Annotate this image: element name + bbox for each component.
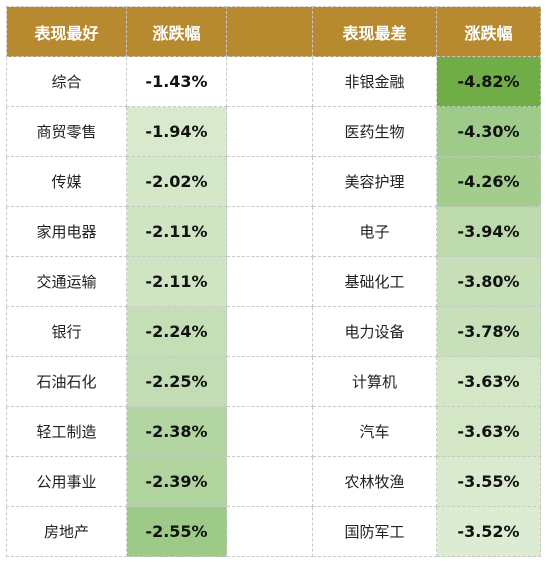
best-industry-change: -2.25% [126, 356, 227, 407]
header-change-worst: 涨跌幅 [436, 6, 541, 57]
spacer-cell [226, 256, 313, 307]
industry-performance-table: 表现最好 涨跌幅 表现最差 涨跌幅 综合 -1.43% 非银金融 -4.82% 商贸零售… [6, 6, 541, 557]
best-industry-change: -2.11% [126, 256, 227, 307]
worst-industry-name: 电子 [312, 206, 437, 257]
worst-industry-change: -3.78% [436, 306, 541, 357]
spacer-cell [226, 106, 313, 157]
spacer-cell [226, 56, 313, 107]
worst-industry-change: -3.63% [436, 406, 541, 457]
best-industry-name: 石油石化 [6, 356, 127, 407]
best-industry-name: 轻工制造 [6, 406, 127, 457]
worst-industry-name: 非银金融 [312, 56, 437, 107]
table-row: 传媒 -2.02% 美容护理 -4.26% [6, 156, 541, 207]
spacer-cell [226, 306, 313, 357]
table-row: 银行 -2.24% 电力设备 -3.78% [6, 306, 541, 357]
worst-industry-name: 国防军工 [312, 506, 437, 557]
worst-industry-change: -3.52% [436, 506, 541, 557]
spacer-cell [226, 206, 313, 257]
best-industry-change: -2.02% [126, 156, 227, 207]
header-worst: 表现最差 [312, 6, 437, 57]
industry-performance-table-wrapper: 表现最好 涨跌幅 表现最差 涨跌幅 综合 -1.43% 非银金融 -4.82% 商贸零售… [6, 6, 541, 560]
best-industry-name: 交通运输 [6, 256, 127, 307]
worst-industry-name: 汽车 [312, 406, 437, 457]
worst-industry-name: 电力设备 [312, 306, 437, 357]
worst-industry-change: -3.94% [436, 206, 541, 257]
table-row: 房地产 -2.55% 国防军工 -3.52% [6, 506, 541, 557]
table-row: 轻工制造 -2.38% 汽车 -3.63% [6, 406, 541, 457]
worst-industry-change: -4.30% [436, 106, 541, 157]
table-row: 商贸零售 -1.94% 医药生物 -4.30% [6, 106, 541, 157]
worst-industry-name: 计算机 [312, 356, 437, 407]
best-industry-change: -2.11% [126, 206, 227, 257]
header-spacer [226, 6, 313, 57]
best-industry-change: -1.94% [126, 106, 227, 157]
best-industry-name: 综合 [6, 56, 127, 107]
best-industry-name: 房地产 [6, 506, 127, 557]
best-industry-name: 传媒 [6, 156, 127, 207]
table-row: 家用电器 -2.11% 电子 -3.94% [6, 206, 541, 257]
worst-industry-name: 基础化工 [312, 256, 437, 307]
worst-industry-change: -3.55% [436, 456, 541, 507]
spacer-cell [226, 506, 313, 557]
best-industry-change: -2.55% [126, 506, 227, 557]
spacer-cell [226, 456, 313, 507]
best-industry-name: 家用电器 [6, 206, 127, 257]
best-industry-name: 银行 [6, 306, 127, 357]
spacer-cell [226, 156, 313, 207]
table-row: 交通运输 -2.11% 基础化工 -3.80% [6, 256, 541, 307]
best-industry-change: -2.39% [126, 456, 227, 507]
worst-industry-change: -4.26% [436, 156, 541, 207]
header-best: 表现最好 [6, 6, 127, 57]
table-body: 综合 -1.43% 非银金融 -4.82% 商贸零售 -1.94% 医药生物 -4.30% 传媒… [6, 56, 541, 557]
best-industry-change: -2.38% [126, 406, 227, 457]
worst-industry-change: -4.82% [436, 56, 541, 107]
worst-industry-name: 美容护理 [312, 156, 437, 207]
table-row: 石油石化 -2.25% 计算机 -3.63% [6, 356, 541, 407]
header-row: 表现最好 涨跌幅 表现最差 涨跌幅 [6, 6, 541, 57]
best-industry-name: 公用事业 [6, 456, 127, 507]
table-row: 公用事业 -2.39% 农林牧渔 -3.55% [6, 456, 541, 507]
worst-industry-change: -3.63% [436, 356, 541, 407]
worst-industry-name: 农林牧渔 [312, 456, 437, 507]
spacer-cell [226, 356, 313, 407]
best-industry-change: -2.24% [126, 306, 227, 357]
worst-industry-change: -3.80% [436, 256, 541, 307]
header-change-best: 涨跌幅 [126, 6, 227, 57]
table-row: 综合 -1.43% 非银金融 -4.82% [6, 56, 541, 107]
spacer-cell [226, 406, 313, 457]
best-industry-change: -1.43% [126, 56, 227, 107]
worst-industry-name: 医药生物 [312, 106, 437, 157]
best-industry-name: 商贸零售 [6, 106, 127, 157]
